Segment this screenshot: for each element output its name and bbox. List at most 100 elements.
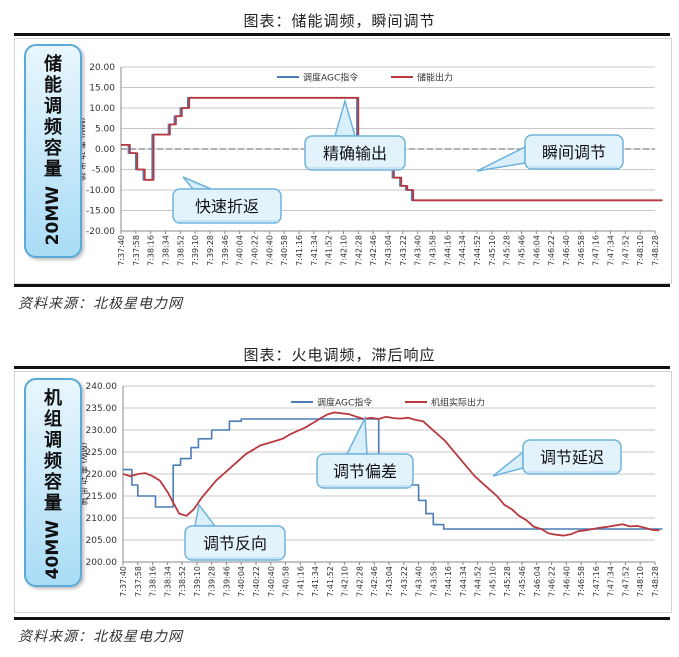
x-tick-label: 7:46:58 <box>577 566 586 597</box>
callout-instant-adjust-box <box>524 134 624 170</box>
x-tick-label: 7:46:40 <box>562 566 571 597</box>
x-tick-label: 7:47:34 <box>607 566 616 597</box>
y-tick-label: 200.00 <box>86 558 118 568</box>
source-1: 资料来源：北极星电力网 <box>18 296 183 312</box>
x-tick-label: 7:42:46 <box>370 566 379 597</box>
legend-label-2: 机组实际出力 <box>431 397 485 409</box>
x-tick-label: 7:46:04 <box>532 235 541 266</box>
callout-precise-output-shade <box>308 167 402 169</box>
callout-fast-return-shade <box>176 220 278 222</box>
side-label-capacity: 20MW <box>42 186 63 246</box>
x-tick-label: 7:40:04 <box>237 566 246 597</box>
callout-regulation-bias-text: 调节偏差 <box>333 462 397 481</box>
x-tick-label: 7:37:40 <box>119 566 128 597</box>
x-tick-label: 7:42:46 <box>369 235 378 266</box>
x-tick-label: 7:47:34 <box>607 235 616 266</box>
callout-regulation-bias-pointer <box>345 415 368 455</box>
side-label-char: 能 <box>44 75 62 96</box>
chart-panel-1: 20.00 15.00 10.00 5.00 0.00 -5.00 -10.00 -15.00… <box>14 38 672 284</box>
chart-panel-2: 240.00 235.00 230.00 225.00 220.00 215.00 210.… <box>14 371 672 613</box>
x-tick-label: 7:43:40 <box>414 235 423 266</box>
x-tick-label: 7:47:16 <box>592 566 601 597</box>
x-tick-label: 7:40:04 <box>236 235 245 266</box>
side-label-text-2: 机组调频容量 40MW <box>26 380 80 585</box>
callout-fast-return-pointer <box>182 176 212 190</box>
x-tick-label: 7:39:28 <box>208 566 217 597</box>
title-rule-1 <box>14 33 670 36</box>
y-tick-label: 5.00 <box>95 125 115 135</box>
legend-label-1: 调度AGC指令 <box>317 397 372 409</box>
x-tick-label: 7:42:10 <box>340 235 349 266</box>
x-tick-label: 7:45:46 <box>518 235 527 266</box>
y-tick-label: 215.00 <box>86 492 118 502</box>
callout-instant-adjust-shade <box>528 166 620 168</box>
x-tick-label: 7:40:22 <box>252 566 261 597</box>
x-tick-label: 7:48:10 <box>636 235 645 266</box>
x-tick-label: 7:44:34 <box>458 235 467 266</box>
x-tick-label: 7:39:10 <box>193 566 202 597</box>
callout-regulation-delay-text: 调节延迟 <box>540 448 604 467</box>
bottom-rule-1 <box>14 284 670 287</box>
side-label-char: 组 <box>44 409 62 430</box>
callout-regulation-delay-box <box>522 439 622 475</box>
x-tick-label: 7:41:34 <box>311 566 320 597</box>
y-tick-label: -15.00 <box>86 207 115 217</box>
side-label-char: 频 <box>44 451 62 472</box>
side-label-text-1: 储能调频容量 20MW <box>26 46 80 256</box>
title-rule-2 <box>14 366 670 369</box>
x-tick-label: 7:44:16 <box>444 566 453 597</box>
series-line-2 <box>121 96 663 202</box>
callout-precise-output-pointer <box>334 98 356 137</box>
callout-instant-adjust-pointer <box>476 145 526 172</box>
x-tick-label: 7:42:28 <box>355 566 364 597</box>
x-tick-label: 7:43:58 <box>429 566 438 597</box>
x-tick-label: 7:40:58 <box>282 566 291 597</box>
side-label-capacity: 40MW <box>42 520 63 580</box>
x-tick-label: 7:45:10 <box>488 566 497 597</box>
side-label-char: 机 <box>44 388 62 409</box>
x-tick-label: 7:45:10 <box>488 235 497 266</box>
callout-regulation-delay-pointer <box>492 450 524 477</box>
x-tick-label: 7:38:34 <box>162 235 171 266</box>
callout-instant-adjust-text: 瞬间调节 <box>542 143 606 162</box>
y-tick-label: 225.00 <box>86 448 118 458</box>
x-tick-label: 7:38:52 <box>176 235 185 266</box>
side-label-char: 调 <box>44 96 62 117</box>
side-label-1: 储能调频容量 20MW <box>24 44 82 258</box>
callout-precise-output: 精确输出 <box>304 98 406 171</box>
x-tick-label: 7:40:40 <box>265 235 274 266</box>
x-tick-label: 7:38:16 <box>149 566 158 597</box>
callout-regulation-bias-box <box>316 453 414 489</box>
side-label-char: 储 <box>44 54 62 75</box>
x-tick-label: 7:44:52 <box>474 566 483 597</box>
callout-fast-return-text: 快速折返 <box>195 197 259 216</box>
x-tick-label: 7:47:52 <box>621 566 630 597</box>
x-tick-label: 7:46:58 <box>577 235 586 266</box>
y-tick-label: 235.00 <box>86 404 118 414</box>
source-2: 资料来源：北极星电力网 <box>18 629 183 645</box>
side-label-char: 频 <box>44 117 62 138</box>
callout-regulation-reverse-text: 调节反向 <box>203 534 267 553</box>
x-tick-label: 7:41:16 <box>295 235 304 266</box>
y-tick-label: 220.00 <box>86 470 118 480</box>
series-line-2 <box>122 411 660 537</box>
legend-label-1: 调度AGC指令 <box>303 72 358 84</box>
x-tick-label: 7:45:28 <box>503 235 512 266</box>
x-tick-label: 7:46:40 <box>562 235 571 266</box>
x-tick-label: 7:37:40 <box>117 235 126 266</box>
callout-regulation-bias: 调节偏差 <box>316 415 414 489</box>
x-tick-label: 7:39:46 <box>221 235 230 266</box>
x-tick-label: 7:46:04 <box>533 566 542 597</box>
callout-regulation-delay-shade <box>526 471 618 473</box>
x-tick-label: 7:39:46 <box>222 566 231 597</box>
y-tick-label: 240.00 <box>86 382 118 392</box>
callout-instant-adjust: 瞬间调节 <box>476 134 624 172</box>
x-tick-label: 7:44:16 <box>443 235 452 266</box>
x-tick-label: 7:40:22 <box>251 235 260 266</box>
y-tick-label: 230.00 <box>86 426 118 436</box>
x-tick-label: 7:48:28 <box>651 235 660 266</box>
callout-fast-return-box <box>172 188 282 224</box>
x-tick-label: 7:38:16 <box>147 235 156 266</box>
figure-title-2: 图表：火电调频，滞后响应 <box>243 346 436 364</box>
y-tick-label: 10.00 <box>89 104 115 114</box>
